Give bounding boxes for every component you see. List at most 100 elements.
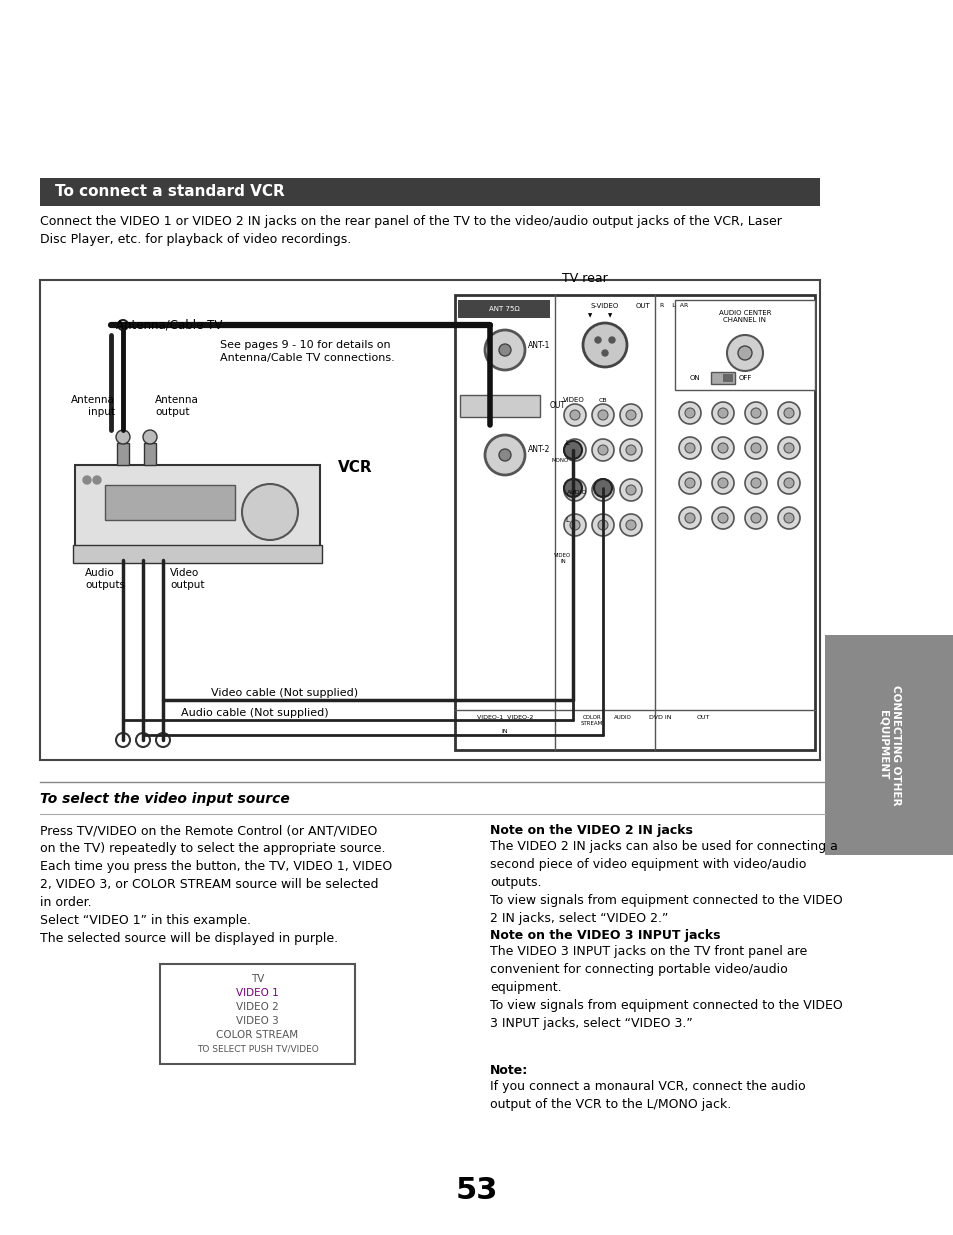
Text: ANT-2: ANT-2 <box>527 446 550 454</box>
Circle shape <box>569 410 579 420</box>
Circle shape <box>718 513 727 522</box>
Circle shape <box>744 472 766 494</box>
Text: The VIDEO 2 IN jacks can also be used for connecting a
second piece of video equ: The VIDEO 2 IN jacks can also be used fo… <box>490 840 841 925</box>
Circle shape <box>783 408 793 417</box>
Text: CB: CB <box>598 398 607 403</box>
Bar <box>73 545 322 563</box>
Text: CONNECTING OTHER
EQUIPMENT: CONNECTING OTHER EQUIPMENT <box>878 684 900 805</box>
Text: OUT: OUT <box>696 715 709 720</box>
Text: MONO: MONO <box>551 457 568 462</box>
Text: ANT 75Ω: ANT 75Ω <box>488 306 518 312</box>
Circle shape <box>726 335 762 370</box>
Text: To connect a standard VCR: To connect a standard VCR <box>55 184 284 200</box>
Text: L: L <box>564 440 568 446</box>
Circle shape <box>582 324 626 367</box>
Text: AUDIO: AUDIO <box>566 490 587 495</box>
Text: Note:: Note: <box>490 1065 528 1077</box>
Circle shape <box>595 337 600 343</box>
Circle shape <box>563 438 585 461</box>
Circle shape <box>498 450 511 461</box>
Circle shape <box>569 445 579 454</box>
Circle shape <box>118 320 128 330</box>
Bar <box>675 300 814 390</box>
Text: R    L  AR: R L AR <box>659 303 687 308</box>
Bar <box>710 372 734 384</box>
Text: OUT: OUT <box>635 303 649 309</box>
Text: Antenna/Cable TV: Antenna/Cable TV <box>116 317 222 331</box>
Circle shape <box>711 472 733 494</box>
Bar <box>105 485 234 520</box>
Circle shape <box>594 479 612 496</box>
Text: See pages 9 - 10 for details on
Antenna/Cable TV connections.: See pages 9 - 10 for details on Antenna/… <box>220 340 395 363</box>
Bar <box>824 635 953 855</box>
Circle shape <box>598 520 607 530</box>
Circle shape <box>498 345 511 356</box>
Bar <box>457 300 550 317</box>
Bar <box>117 443 129 466</box>
Text: Note on the VIDEO 3 INPUT jacks: Note on the VIDEO 3 INPUT jacks <box>490 929 720 942</box>
Text: Audio cable (Not supplied): Audio cable (Not supplied) <box>181 708 329 718</box>
Circle shape <box>619 438 641 461</box>
Circle shape <box>592 514 614 536</box>
Circle shape <box>569 485 579 495</box>
Circle shape <box>625 445 636 454</box>
Text: VCR: VCR <box>337 459 373 475</box>
Circle shape <box>625 485 636 495</box>
Circle shape <box>679 508 700 529</box>
Circle shape <box>592 438 614 461</box>
Circle shape <box>625 520 636 530</box>
Circle shape <box>750 478 760 488</box>
Text: If you connect a monaural VCR, connect the audio
output of the VCR to the L/MONO: If you connect a monaural VCR, connect t… <box>490 1079 804 1112</box>
Circle shape <box>778 472 800 494</box>
Circle shape <box>625 410 636 420</box>
Circle shape <box>563 404 585 426</box>
Circle shape <box>778 437 800 459</box>
Text: VIDEO 3: VIDEO 3 <box>236 1016 278 1026</box>
Text: ANT-1: ANT-1 <box>527 341 550 350</box>
Text: IN: IN <box>501 729 508 734</box>
Text: ▼: ▼ <box>607 312 612 317</box>
Circle shape <box>684 443 695 453</box>
Circle shape <box>684 478 695 488</box>
Circle shape <box>750 408 760 417</box>
Text: Note on the VIDEO 2 IN jacks: Note on the VIDEO 2 IN jacks <box>490 824 692 837</box>
Circle shape <box>619 404 641 426</box>
Circle shape <box>116 734 130 747</box>
Circle shape <box>484 435 524 475</box>
Circle shape <box>592 404 614 426</box>
Bar <box>160 965 355 1065</box>
Circle shape <box>783 443 793 453</box>
Text: ▼: ▼ <box>587 312 592 317</box>
Circle shape <box>744 437 766 459</box>
Circle shape <box>783 513 793 522</box>
Circle shape <box>744 508 766 529</box>
Circle shape <box>744 403 766 424</box>
Circle shape <box>619 479 641 501</box>
Circle shape <box>608 337 615 343</box>
Circle shape <box>482 412 497 427</box>
Text: Audio
outputs: Audio outputs <box>85 568 125 590</box>
Circle shape <box>750 443 760 453</box>
Text: OUT: OUT <box>550 401 565 410</box>
Bar <box>40 178 820 206</box>
Circle shape <box>679 403 700 424</box>
Circle shape <box>143 430 157 445</box>
Text: COLOR STREAM: COLOR STREAM <box>216 1030 298 1040</box>
Text: S-VIDEO: S-VIDEO <box>590 303 618 309</box>
Text: VIDEO 2: VIDEO 2 <box>236 1002 278 1011</box>
Circle shape <box>679 437 700 459</box>
Bar <box>40 280 820 760</box>
Circle shape <box>83 475 91 484</box>
Circle shape <box>563 441 581 459</box>
Circle shape <box>92 475 101 484</box>
Text: Antenna
output: Antenna output <box>154 395 198 417</box>
Circle shape <box>569 520 579 530</box>
Bar <box>75 466 319 559</box>
Circle shape <box>750 513 760 522</box>
Circle shape <box>778 403 800 424</box>
Circle shape <box>242 484 297 540</box>
Text: TV rear: TV rear <box>561 272 607 285</box>
Text: AUDIO: AUDIO <box>614 715 631 720</box>
Text: VIDEO 1: VIDEO 1 <box>236 988 278 998</box>
Circle shape <box>116 430 130 445</box>
